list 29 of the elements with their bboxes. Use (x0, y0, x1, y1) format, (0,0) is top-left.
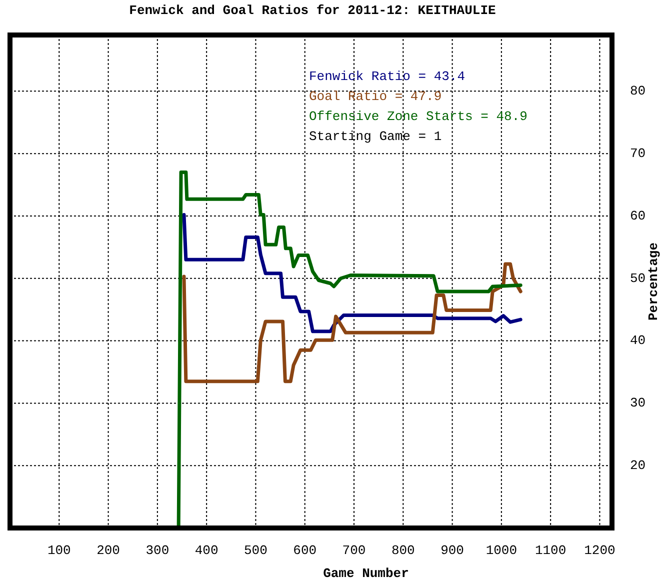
y-axis-title: Percentage (646, 242, 661, 321)
x-tick-label: 400 (194, 543, 218, 558)
line-series (182, 262, 522, 384)
text: Goal Ratio = 47.9 (309, 89, 442, 104)
x-tick-label: 1200 (584, 543, 616, 558)
y-tick-label: 70 (630, 146, 646, 162)
text: Offensive Zone Starts = 48.9 (309, 109, 528, 124)
x-tick-label: 500 (244, 543, 268, 558)
y-tick-label: 60 (630, 208, 646, 224)
line-series (182, 212, 522, 334)
x-tick-label: 100 (47, 543, 71, 558)
text: Fenwick Ratio = 43.4 (309, 69, 466, 84)
x-tick-label: 300 (146, 543, 170, 558)
x-tick-label: 1000 (486, 543, 518, 558)
line-series (176, 170, 522, 528)
x-tick-label: 800 (391, 543, 415, 558)
y-tick-label: 80 (630, 84, 646, 99)
y-tick-label: 30 (630, 396, 646, 411)
x-tick-label: 600 (293, 543, 317, 558)
x-tick-label: 900 (440, 543, 464, 558)
x-tick-label: 1100 (534, 543, 566, 558)
y-tick-label: 20 (630, 458, 646, 474)
x-tick-label: 700 (342, 543, 366, 558)
x-tick-label: 200 (96, 543, 120, 558)
y-tick-label: 50 (630, 270, 646, 286)
annotation: Starting Game = 1 (309, 129, 442, 144)
y-tick-label: 40 (630, 333, 646, 348)
x-axis-title: Game Number (323, 566, 409, 580)
chart-title: Fenwick and Goal Ratios for 2011-12: KEITHAULIE (129, 3, 496, 18)
